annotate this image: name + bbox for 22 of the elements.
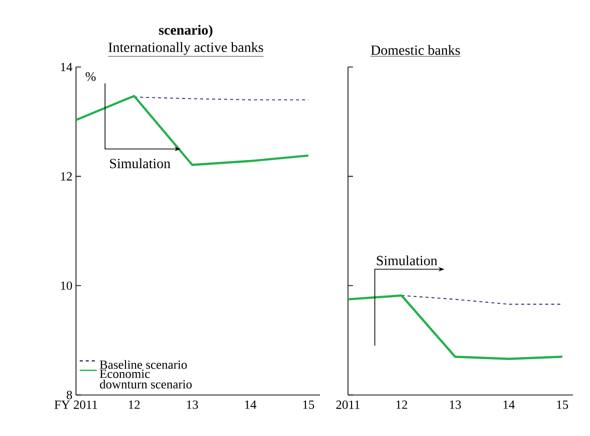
y-axis-title: % [86, 72, 96, 81]
chart-subtitle: Domestic banks [371, 45, 460, 55]
x-tick-label: 15 [557, 400, 568, 409]
annotation: Simulation [110, 158, 170, 168]
y-tick-label: 8 [66, 390, 72, 400]
annotation: Simulation [376, 255, 438, 266]
x-tick-label: 13 [450, 400, 461, 409]
y-tick-label: 14 [61, 62, 72, 72]
x-tick-label: FY 2011 [54, 400, 98, 409]
y-tick-label: 12 [61, 172, 72, 180]
x-tick-label: 12 [396, 400, 408, 409]
legend-label: Baseline scenario [100, 360, 187, 369]
chart-title: scenario) [159, 24, 212, 38]
y-tick-label: 10 [61, 281, 72, 290]
legend-label: Economic downturn scenario [100, 370, 192, 389]
x-tick-label: 15 [303, 400, 314, 409]
x-tick-label: 12 [128, 400, 140, 409]
x-tick-label: 2011 [336, 400, 360, 409]
x-tick-label: 14 [245, 400, 256, 409]
chart-subtitle: Internationally active banks [108, 42, 264, 55]
x-tick-label: 14 [504, 400, 515, 409]
x-tick-label: 13 [187, 400, 198, 409]
